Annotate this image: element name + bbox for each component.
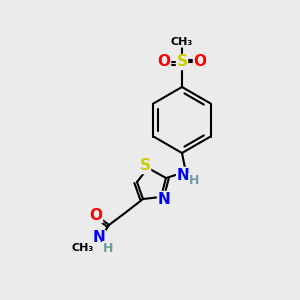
Text: H: H xyxy=(189,173,199,187)
Text: S: S xyxy=(140,158,151,173)
Text: O: O xyxy=(89,208,103,223)
Text: O: O xyxy=(158,55,170,70)
Text: N: N xyxy=(93,230,105,245)
Text: H: H xyxy=(103,242,113,254)
Text: N: N xyxy=(158,191,170,206)
Text: O: O xyxy=(194,55,206,70)
Text: N: N xyxy=(177,167,189,182)
Text: S: S xyxy=(176,55,188,70)
Text: CH₃: CH₃ xyxy=(171,37,193,47)
Text: CH₃: CH₃ xyxy=(72,243,94,253)
